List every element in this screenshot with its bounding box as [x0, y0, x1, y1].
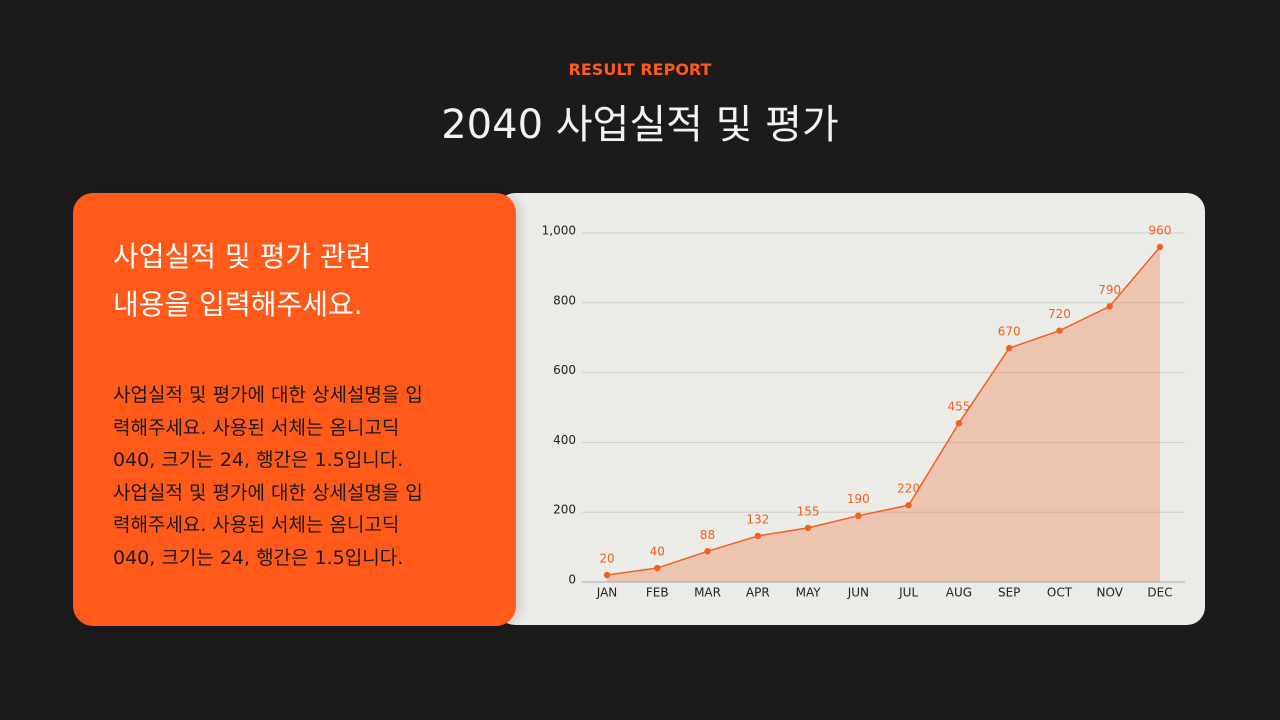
area-fill	[607, 246, 1160, 582]
x-tick-label: AUG	[946, 586, 972, 600]
value-label: 155	[797, 504, 820, 518]
x-tick-label: MAR	[694, 586, 721, 600]
value-label: 220	[897, 482, 920, 496]
point	[1106, 303, 1113, 310]
y-tick-label: 200	[553, 503, 576, 517]
y-tick-label: 600	[553, 363, 576, 377]
x-tick-label: JAN	[596, 586, 618, 600]
x-tick-label: DEC	[1147, 586, 1172, 600]
x-tick-label: SEP	[998, 586, 1020, 600]
value-label: 960	[1149, 223, 1172, 237]
point	[1156, 243, 1164, 251]
point	[905, 502, 912, 509]
value-label: 132	[746, 512, 769, 526]
value-label: 40	[650, 545, 665, 559]
point	[955, 420, 963, 427]
value-label: 455	[947, 400, 970, 414]
page-title: 2040 사업실적 및 평가	[441, 102, 839, 148]
body-line: 력해주세요. 사용된 서체는 옴니고딕	[113, 514, 400, 536]
y-tick-label: 1,000	[542, 224, 576, 238]
value-label: 88	[700, 528, 715, 542]
heading-line: 내용을 입력해주세요.	[113, 288, 363, 321]
heading-line: 사업실적 및 평가 관련	[113, 240, 372, 273]
panel-body: 사업실적 및 평가에 대한 상세설명을 입 력해주세요. 사용된 서체는 옴니고딕…	[113, 379, 423, 574]
y-tick-label: 800	[553, 293, 576, 307]
value-label: 20	[599, 552, 614, 566]
y-tick-label: 400	[553, 433, 576, 447]
line	[606, 246, 1161, 576]
body-line: 040, 크기는 24, 행간은 1.5입니다.	[113, 449, 404, 471]
x-tick-label: JUN	[847, 586, 869, 600]
x-tick-label: MAY	[796, 586, 822, 600]
value-label: 720	[1048, 307, 1071, 321]
y-tick-label: 0	[568, 573, 576, 587]
point	[654, 564, 661, 572]
point	[804, 524, 812, 532]
point	[603, 571, 611, 579]
chart-card	[497, 193, 1205, 625]
point	[1005, 344, 1013, 352]
point	[704, 548, 711, 555]
point	[855, 512, 862, 519]
body-line: 사업실적 및 평가에 대한 상세설명을 입	[113, 481, 423, 504]
body-line: 사업실적 및 평가에 대한 상세설명을 입	[113, 384, 423, 406]
value-label: 190	[847, 492, 870, 506]
point	[1056, 327, 1063, 334]
x-tick-label: JUL	[898, 586, 918, 600]
x-tick-label: APR	[746, 586, 770, 600]
x-tick-label: OCT	[1047, 586, 1073, 600]
value-label: 670	[998, 325, 1021, 339]
eyebrow: RESULT REPORT	[568, 60, 712, 79]
point	[754, 532, 762, 540]
body-line: 040, 크기는 24, 행간은 1.5입니다.	[113, 546, 404, 569]
body-line: 력해주세요. 사용된 서체는 옴니고딕	[113, 416, 400, 439]
x-tick-label: NOV	[1097, 586, 1124, 600]
value-label: 790	[1098, 283, 1121, 297]
x-tick-label: FEB	[646, 586, 669, 600]
